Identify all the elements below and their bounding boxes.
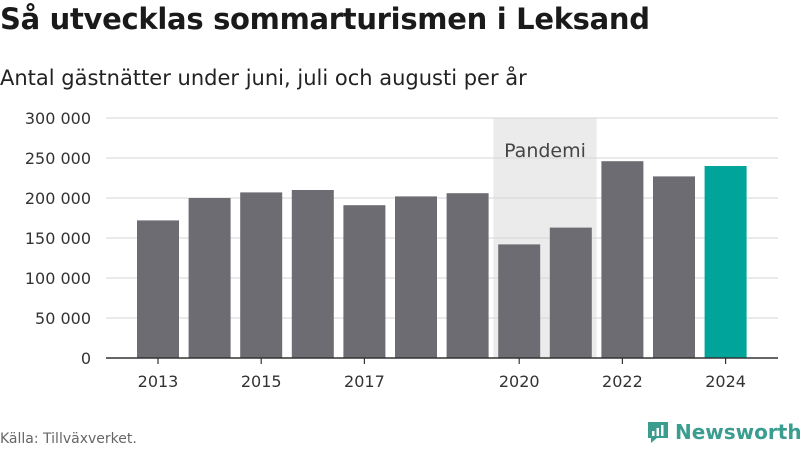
bar-2020 [498,244,541,358]
chart-title: Så utvecklas sommarturismen i Leksand [0,2,650,36]
bar-2019 [446,193,489,358]
source-note: Källa: Tillväxverket. [0,431,137,447]
bar-2013 [137,220,179,358]
bar-2016 [291,190,334,358]
chart-subtitle: Antal gästnätter under juni, juli och au… [0,66,527,90]
bar-2024 [704,166,747,358]
x-tick-label: 2024 [705,372,746,391]
y-tick-label: 100 000 [25,269,91,288]
x-tick-label: 2015 [241,372,282,391]
x-tick-label: 2022 [602,372,643,391]
x-tick-label: 2013 [138,372,179,391]
y-tick-label: 50 000 [35,309,91,328]
bar-2017 [343,205,386,358]
pandemic-label: Pandemi [504,140,586,162]
brand-name: Newsworthy [675,420,800,444]
bar-2014 [188,198,231,358]
y-tick-label: 300 000 [25,109,91,128]
bar-2022 [601,161,644,358]
x-tick-label: 2020 [499,372,540,391]
y-tick-label: 250 000 [25,149,91,168]
y-tick-label: 0 [81,349,91,368]
newsworthy-logo-icon [648,422,668,443]
x-tick-label: 2017 [344,372,385,391]
brand-logo: Newsworthy [645,419,800,445]
y-tick-label: 150 000 [25,229,91,248]
bar-2023 [653,176,695,358]
bar-2021 [549,227,592,358]
y-tick-label: 200 000 [25,189,91,208]
bar-2015 [240,192,283,358]
bar-2018 [395,196,437,358]
